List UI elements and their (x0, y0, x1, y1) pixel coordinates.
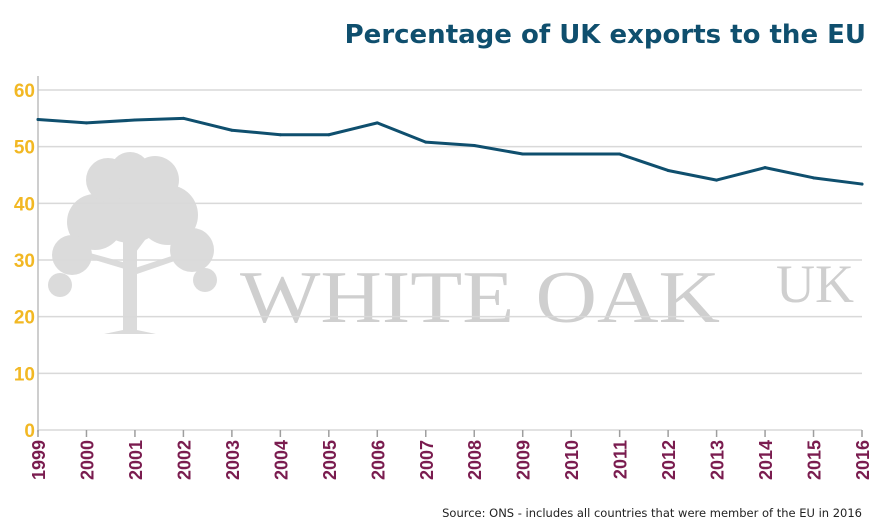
x-tick-label: 2007 (417, 440, 437, 480)
data-point (230, 128, 234, 132)
x-tick-label: 2015 (805, 440, 825, 480)
x-tick-label: 2008 (465, 440, 485, 480)
y-tick-label: 20 (14, 308, 35, 329)
data-point (618, 152, 622, 156)
oak-tree-icon (48, 152, 217, 334)
data-point (521, 152, 525, 156)
x-tick-label: 2016 (853, 440, 873, 480)
y-tick-label: 30 (14, 251, 35, 272)
data-point (763, 166, 767, 170)
data-point (133, 118, 137, 122)
x-tick-label: 2010 (562, 440, 582, 480)
x-tick-label: 1999 (29, 440, 49, 480)
data-point (84, 121, 88, 125)
x-tick-label: 2002 (174, 440, 194, 480)
x-tick-label: 2013 (708, 440, 728, 480)
series-line (36, 116, 864, 186)
data-point (472, 144, 476, 148)
watermark: WHITE OAK UK (48, 152, 854, 339)
x-tick-label: 2011 (611, 440, 631, 479)
data-point (569, 152, 573, 156)
x-axis-ticks: 1999 2000 2001 2002 2003 2004 2005 2006 2007 2008… (29, 430, 873, 480)
x-tick-label: 2009 (514, 440, 534, 480)
data-point (181, 116, 185, 120)
data-point (860, 182, 864, 186)
data-point (424, 140, 428, 144)
data-point (812, 176, 816, 180)
y-tick-label: 60 (14, 81, 35, 102)
x-tick-label: 2004 (271, 440, 291, 480)
y-tick-label: 50 (14, 138, 35, 159)
x-tick-label: 2014 (756, 440, 776, 480)
data-point (278, 133, 282, 137)
y-tick-label: 40 (14, 194, 35, 215)
x-tick-label: 2006 (368, 440, 388, 480)
series-layer (36, 116, 864, 186)
data-point (375, 121, 379, 125)
y-axis-ticks: 0 10 20 30 40 50 60 (14, 81, 35, 442)
data-point (36, 117, 40, 121)
x-tick-label: 2000 (77, 440, 97, 480)
x-tick-label: 2003 (223, 440, 243, 480)
data-point (715, 178, 719, 182)
y-tick-label: 0 (24, 421, 35, 442)
gridlines (38, 89, 862, 431)
chart-title: Percentage of UK exports to the EU (345, 20, 866, 50)
data-point (327, 133, 331, 137)
x-tick-label: 2012 (659, 440, 679, 480)
y-tick-label: 10 (14, 364, 35, 385)
data-point (666, 168, 670, 172)
watermark-brand: WHITE OAK (240, 257, 720, 339)
source-note: Source: ONS - includes all countries tha… (442, 506, 862, 520)
x-tick-label: 2005 (320, 440, 340, 480)
x-tick-label: 2001 (126, 440, 146, 480)
watermark-suffix: UK (776, 254, 854, 314)
